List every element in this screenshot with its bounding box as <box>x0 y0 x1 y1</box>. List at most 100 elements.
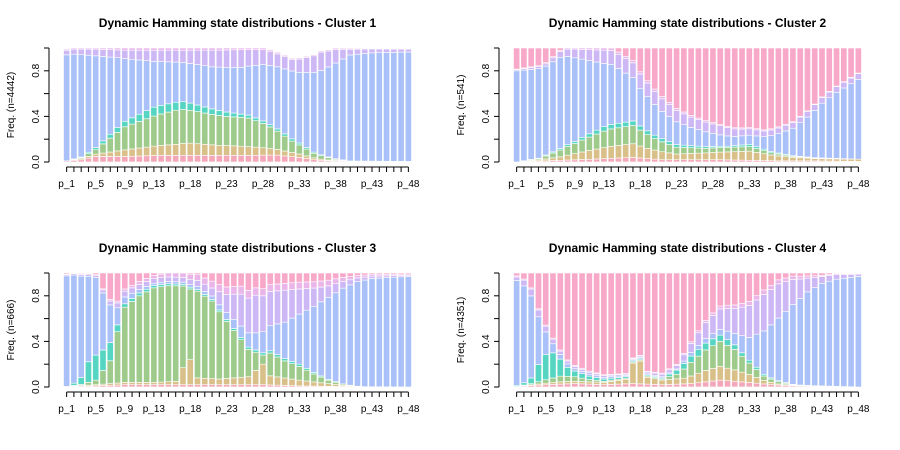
bar-segment <box>266 384 274 388</box>
bar-segment <box>854 273 862 277</box>
bar-segment <box>520 285 528 384</box>
bar-segment <box>310 55 318 73</box>
bar-segment <box>114 57 121 128</box>
bar-segment <box>324 157 332 161</box>
bar-segment <box>165 144 172 156</box>
bar-segment <box>339 281 347 289</box>
bar-segment <box>375 48 383 53</box>
bar-segment <box>782 272 790 279</box>
bar-segment <box>121 306 129 383</box>
bar-segment <box>165 281 172 285</box>
bar-segment <box>368 47 376 50</box>
bar-segment <box>535 381 542 385</box>
bar-segment <box>571 47 579 50</box>
bar-segment <box>99 143 107 154</box>
bar-segment <box>694 147 702 154</box>
x-tick-label: p_23 <box>215 179 238 190</box>
bar-segment <box>99 289 107 294</box>
bar-segment <box>542 325 550 333</box>
bar-segment <box>789 157 797 162</box>
bar-segment <box>556 272 564 351</box>
bar-segment <box>818 276 826 284</box>
bar-segment <box>760 289 768 295</box>
bar-segment <box>223 154 231 163</box>
bar-segment <box>542 331 550 355</box>
bar-segment <box>854 79 862 160</box>
bar-segment <box>143 110 151 120</box>
bar-segment <box>274 354 281 358</box>
bar-segment <box>324 50 332 68</box>
bar-segment <box>295 272 303 283</box>
bar-segment <box>121 384 129 388</box>
bar-segment <box>77 272 85 275</box>
bar-segment <box>397 51 405 162</box>
bar-segment <box>593 133 601 150</box>
bar-segment <box>636 125 644 131</box>
bar-segment <box>578 371 586 374</box>
bar-segment <box>527 47 535 68</box>
bar-segment <box>774 317 782 382</box>
bar-segment <box>201 283 209 292</box>
bar-segment <box>354 281 361 387</box>
bar-segment <box>716 151 724 161</box>
bar-segment <box>745 374 753 383</box>
bar-segment <box>85 54 92 153</box>
bar-segment <box>731 333 739 346</box>
bar-segment <box>375 272 383 275</box>
bar-segment <box>223 116 231 146</box>
bar-segment <box>230 116 238 147</box>
bar-segment <box>724 339 731 346</box>
bar-segment <box>644 377 651 385</box>
bar-segment <box>194 272 201 276</box>
bar-segment <box>716 272 724 307</box>
bar-segment <box>767 284 775 290</box>
bar-segment <box>847 47 855 78</box>
bar-segment <box>383 48 390 53</box>
bar-segment <box>121 126 129 151</box>
bar-segment <box>230 155 238 163</box>
bar-segment <box>614 47 622 53</box>
bar-segment <box>150 282 158 286</box>
bar-segment <box>629 62 637 78</box>
bar-segment <box>274 283 281 292</box>
x-tick-label: p_13 <box>593 179 616 190</box>
bar-segment <box>702 338 710 344</box>
bar-segment <box>694 47 702 119</box>
bar-segment <box>266 375 274 386</box>
bar-segment <box>578 151 586 160</box>
bar-segment <box>194 280 201 287</box>
bar-segment <box>687 116 695 128</box>
bar-segment <box>208 384 216 388</box>
bar-segment <box>281 358 289 362</box>
bar-segment <box>172 272 180 278</box>
bar-segment <box>542 379 550 384</box>
bar-segment <box>230 112 238 118</box>
bar-segment <box>651 134 659 139</box>
bar-segment <box>680 159 688 163</box>
bar-segment <box>194 384 201 388</box>
bar-segment <box>578 373 586 379</box>
bar-segment <box>346 48 354 50</box>
bar-segment <box>614 272 622 375</box>
bar-segment <box>172 381 180 386</box>
bar-segment <box>804 291 811 386</box>
bar-segment <box>310 152 318 159</box>
bar-segment <box>230 330 238 379</box>
bar-segment <box>150 278 158 284</box>
bar-segment <box>702 152 710 161</box>
bar-segment <box>833 86 840 93</box>
bar-segment <box>143 60 151 111</box>
bar-segment <box>571 48 579 59</box>
bar-segment <box>724 127 731 137</box>
bar-segment <box>281 360 289 379</box>
bar-segment <box>571 368 579 372</box>
bar-segment <box>106 342 114 362</box>
bar-segment <box>651 158 659 163</box>
bar-segment <box>571 383 579 388</box>
bar-segment <box>636 129 644 147</box>
bar-segment <box>157 381 165 386</box>
bar-segment <box>259 354 267 365</box>
bar-segment <box>85 153 92 157</box>
bar-segment <box>600 126 608 132</box>
bar-segment <box>179 277 187 283</box>
